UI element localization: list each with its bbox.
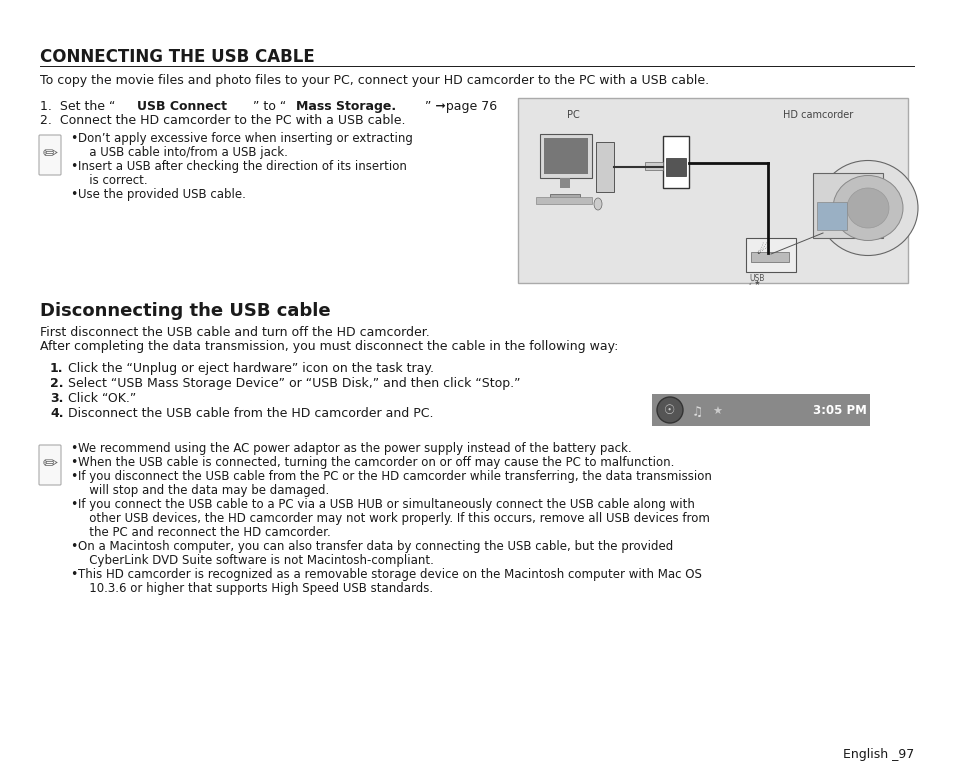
Bar — [816, 202, 846, 230]
Text: •: • — [70, 442, 77, 455]
Bar — [745, 238, 795, 272]
Text: 2.  Connect the HD camcorder to the PC with a USB cable.: 2. Connect the HD camcorder to the PC wi… — [40, 114, 405, 127]
Text: Don’t apply excessive force when inserting or extracting: Don’t apply excessive force when inserti… — [78, 132, 413, 145]
Bar — [644, 162, 662, 170]
FancyBboxPatch shape — [39, 445, 61, 485]
Ellipse shape — [846, 188, 888, 228]
Text: First disconnect the USB cable and turn off the HD camcorder.: First disconnect the USB cable and turn … — [40, 326, 429, 339]
Bar — [665, 158, 685, 176]
Text: 3:05 PM: 3:05 PM — [812, 404, 866, 417]
Text: ☉: ☉ — [663, 404, 675, 417]
Ellipse shape — [817, 161, 917, 256]
Text: is correct.: is correct. — [78, 174, 148, 187]
Text: CyberLink DVD Suite software is not Macintosh-compliant.: CyberLink DVD Suite software is not Maci… — [78, 554, 434, 567]
Text: Insert a USB after checking the direction of its insertion: Insert a USB after checking the directio… — [78, 160, 406, 173]
Text: •: • — [70, 456, 77, 469]
Text: 10.3.6 or higher that supports High Speed USB standards.: 10.3.6 or higher that supports High Spee… — [78, 582, 433, 595]
Text: English _97: English _97 — [841, 748, 913, 761]
Text: •: • — [70, 470, 77, 483]
Ellipse shape — [594, 198, 601, 210]
Text: ✏: ✏ — [42, 145, 57, 163]
Bar — [651, 394, 869, 426]
Text: •: • — [70, 160, 77, 173]
FancyBboxPatch shape — [39, 135, 61, 175]
Text: ☄: ☄ — [756, 244, 767, 257]
Text: 4.: 4. — [50, 407, 64, 420]
Ellipse shape — [832, 175, 902, 241]
Text: CONNECTING THE USB CABLE: CONNECTING THE USB CABLE — [40, 48, 314, 66]
Text: We recommend using the AC power adaptor as the power supply instead of the batte: We recommend using the AC power adaptor … — [78, 442, 631, 455]
Bar — [536, 197, 592, 204]
Text: •: • — [70, 132, 77, 145]
Text: When the USB cable is connected, turning the camcorder on or off may cause the P: When the USB cable is connected, turning… — [78, 456, 674, 469]
Text: Select “USB Mass Storage Device” or “USB Disk,” and then click “Stop.”: Select “USB Mass Storage Device” or “USB… — [68, 377, 520, 390]
Text: •: • — [70, 498, 77, 511]
Text: After completing the data transmission, you must disconnect the cable in the fol: After completing the data transmission, … — [40, 340, 618, 353]
Text: will stop and the data may be damaged.: will stop and the data may be damaged. — [78, 484, 329, 497]
Text: ♫: ♫ — [691, 405, 702, 418]
Text: This HD camcorder is recognized as a removable storage device on the Macintosh c: This HD camcorder is recognized as a rem… — [78, 568, 701, 581]
Bar — [550, 194, 579, 198]
Bar — [812, 173, 882, 238]
Circle shape — [657, 397, 682, 423]
Text: USB: USB — [748, 274, 763, 283]
Bar — [750, 252, 788, 262]
Text: the PC and reconnect the HD camcorder.: the PC and reconnect the HD camcorder. — [78, 526, 331, 539]
Text: Click the “Unplug or eject hardware” icon on the task tray.: Click the “Unplug or eject hardware” ico… — [68, 362, 434, 375]
Bar — [517, 98, 907, 283]
Bar — [596, 142, 614, 192]
Text: ✏: ✏ — [42, 455, 57, 473]
Text: Click “OK.”: Click “OK.” — [68, 392, 136, 405]
Text: ” ➞page 76: ” ➞page 76 — [425, 100, 497, 113]
Text: HD camcorder: HD camcorder — [782, 110, 852, 120]
Bar — [543, 138, 587, 174]
Bar — [662, 136, 688, 188]
Text: PC: PC — [566, 110, 578, 120]
Text: If you disconnect the USB cable from the PC or the HD camcorder while transferri: If you disconnect the USB cable from the… — [78, 470, 711, 483]
Text: To copy the movie files and photo files to your PC, connect your HD camcorder to: To copy the movie files and photo files … — [40, 74, 708, 87]
Text: 1.  Set the “: 1. Set the “ — [40, 100, 115, 113]
Text: 1.: 1. — [50, 362, 64, 375]
Text: ☄★: ☄★ — [748, 280, 760, 286]
Text: a USB cable into/from a USB jack.: a USB cable into/from a USB jack. — [78, 146, 288, 159]
Text: USB Connect: USB Connect — [137, 100, 227, 113]
Text: Use the provided USB cable.: Use the provided USB cable. — [78, 188, 246, 201]
Bar — [539, 134, 592, 178]
Text: On a Macintosh computer, you can also transfer data by connecting the USB cable,: On a Macintosh computer, you can also tr… — [78, 540, 673, 553]
Text: Mass Storage.: Mass Storage. — [296, 100, 396, 113]
Text: Disconnecting the USB cable: Disconnecting the USB cable — [40, 302, 331, 320]
Text: ★: ★ — [711, 407, 721, 417]
Text: 3.: 3. — [50, 392, 63, 405]
Text: •: • — [70, 540, 77, 553]
Text: •: • — [70, 568, 77, 581]
Text: 2.: 2. — [50, 377, 64, 390]
Bar — [559, 178, 569, 188]
Text: •: • — [70, 188, 77, 201]
Text: Disconnect the USB cable from the HD camcorder and PC.: Disconnect the USB cable from the HD cam… — [68, 407, 433, 420]
Text: ” to “: ” to “ — [253, 100, 286, 113]
Text: If you connect the USB cable to a PC via a USB HUB or simultaneously connect the: If you connect the USB cable to a PC via… — [78, 498, 694, 511]
Text: other USB devices, the HD camcorder may not work properly. If this occurs, remov: other USB devices, the HD camcorder may … — [78, 512, 709, 525]
